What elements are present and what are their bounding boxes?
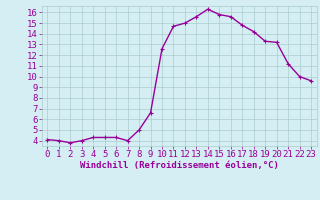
- X-axis label: Windchill (Refroidissement éolien,°C): Windchill (Refroidissement éolien,°C): [80, 161, 279, 170]
